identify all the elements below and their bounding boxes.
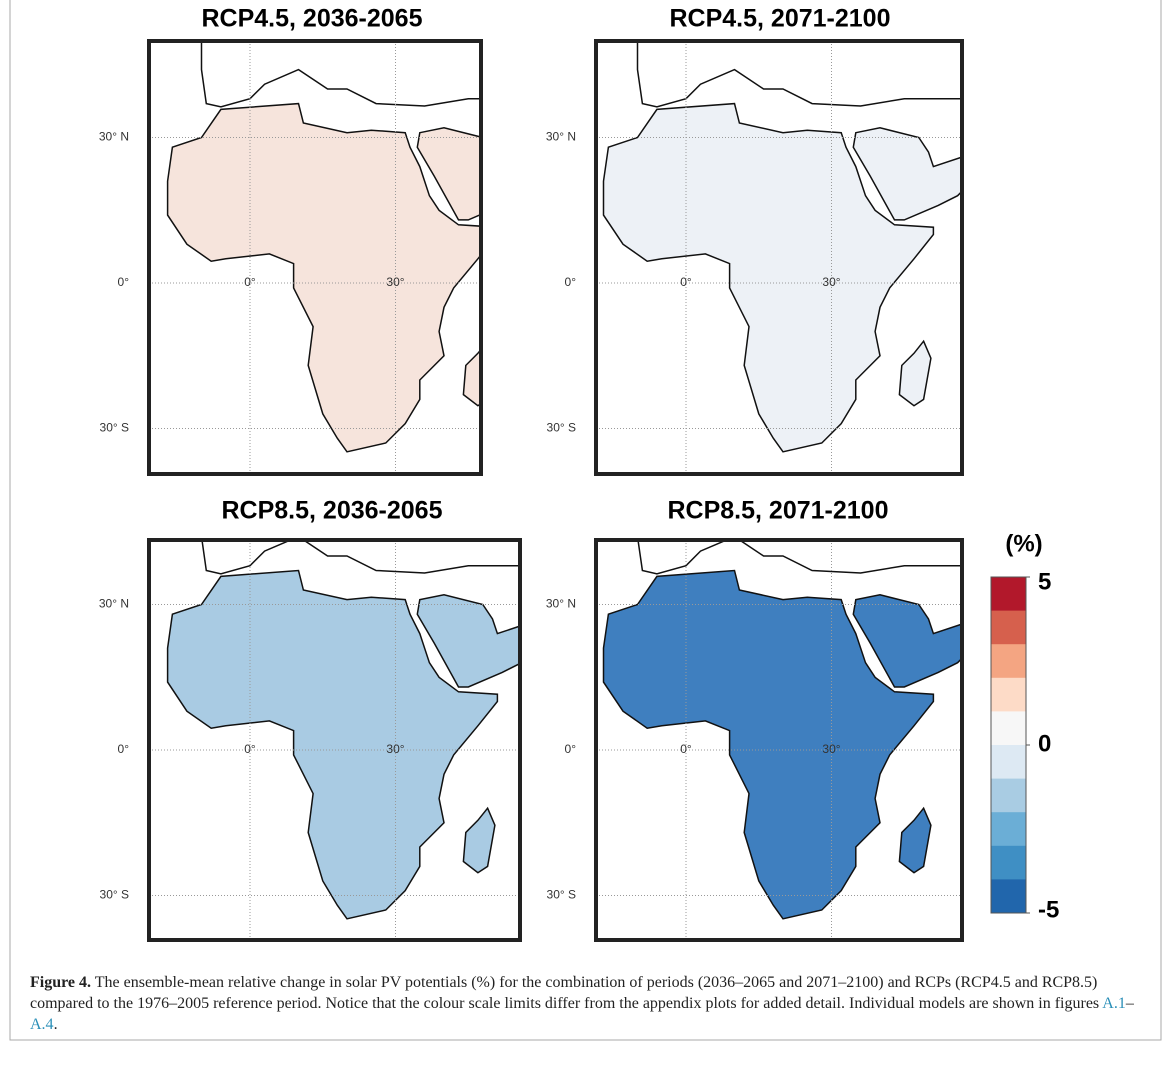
colorbar-label: (%) xyxy=(1005,530,1042,557)
lat-tick-label: 30° S xyxy=(547,888,576,902)
map xyxy=(149,508,541,941)
panel-title: RCP8.5, 2071-2100 xyxy=(668,497,889,525)
lat-tick-label: 30° S xyxy=(100,888,129,902)
lat-tick-label: 0° xyxy=(118,275,130,289)
link[interactable]: A.1 xyxy=(1102,995,1126,1012)
lon-tick-label: 30° xyxy=(386,275,404,289)
caption: Figure 4. The ensemble-mean relative cha… xyxy=(30,972,1145,1035)
lat-tick-label: 30° S xyxy=(100,421,129,435)
panel-title: RCP4.5, 2071-2100 xyxy=(670,5,891,33)
caption-end: . xyxy=(54,1016,58,1033)
colorbar-tick-label: 0 xyxy=(1038,730,1051,757)
colorbar-tick-label: -5 xyxy=(1038,896,1059,923)
lat-tick-label: 30° N xyxy=(546,130,576,144)
map xyxy=(596,508,977,941)
lon-tick-label: 0° xyxy=(680,742,692,756)
caption-text: The ensemble-mean relative change in sol… xyxy=(30,974,1102,1012)
lon-tick-label: 30° xyxy=(822,742,840,756)
lat-tick-label: 30° N xyxy=(99,597,129,611)
lat-tick-label: 30° S xyxy=(547,421,576,435)
page: (%) 30° N 0° 30° S 0° 30° RCP4.5, 2036-2065 30… xyxy=(0,0,1171,1065)
colorbar-tick-label: 5 xyxy=(1038,568,1051,595)
colorbar-bin xyxy=(991,745,1026,779)
caption-label: Figure 4. xyxy=(30,974,91,991)
panel-title: RCP4.5, 2036-2065 xyxy=(202,5,423,33)
europe xyxy=(638,41,978,107)
lat-tick-label: 30° N xyxy=(99,130,129,144)
colorbar-bin xyxy=(991,678,1026,712)
colorbar-bin xyxy=(991,611,1026,645)
lon-tick-label: 0° xyxy=(244,742,256,756)
europe xyxy=(202,41,542,107)
colorbar-bin xyxy=(991,779,1026,813)
lat-tick-label: 0° xyxy=(565,742,577,756)
colorbar-bin xyxy=(991,812,1026,846)
panel-title: RCP8.5, 2036-2065 xyxy=(222,497,443,525)
lat-tick-label: 0° xyxy=(565,275,577,289)
link[interactable]: A.4 xyxy=(30,1016,54,1033)
lat-tick-label: 0° xyxy=(118,742,130,756)
lon-tick-label: 30° xyxy=(386,742,404,756)
figure: (%) 30° N 0° 30° S 0° 30° RCP4.5, 2036-2065 30… xyxy=(0,0,1171,1065)
colorbar-bin xyxy=(991,711,1026,745)
map xyxy=(596,41,977,475)
colorbar-bin xyxy=(991,644,1026,678)
lat-tick-label: 30° N xyxy=(546,597,576,611)
lon-tick-label: 30° xyxy=(822,275,840,289)
colorbar-bin xyxy=(991,846,1026,880)
lon-tick-label: 0° xyxy=(244,275,256,289)
lon-tick-label: 0° xyxy=(680,275,692,289)
caption-sep: – xyxy=(1126,995,1134,1012)
colorbar-bin xyxy=(991,577,1026,611)
colorbar-bin xyxy=(991,879,1026,913)
